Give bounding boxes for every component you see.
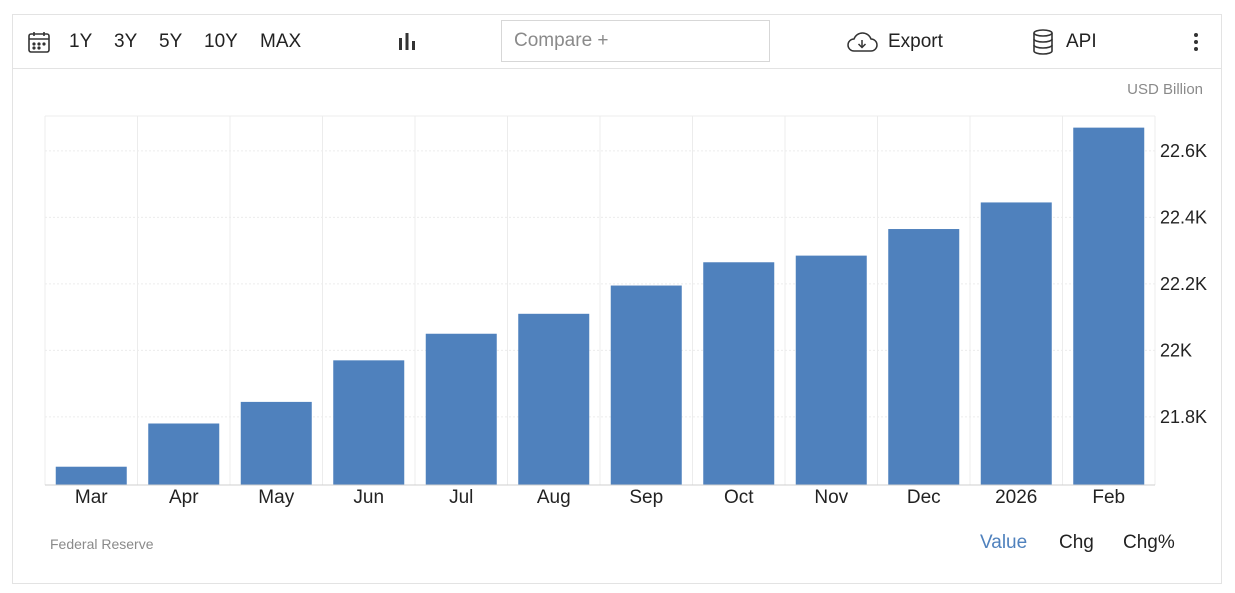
- x-tick-label: Jul: [449, 487, 473, 508]
- bar-jun: [333, 360, 405, 485]
- chg-percent-toggle[interactable]: Chg%: [1123, 532, 1175, 553]
- bar-may: [240, 401, 312, 485]
- x-tick-label: Oct: [724, 487, 754, 508]
- range-max-button[interactable]: MAX: [260, 31, 302, 52]
- y-tick-label: 22.6K: [1160, 141, 1207, 161]
- range-3y-button[interactable]: 3Y: [114, 31, 138, 52]
- y-tick-label: 22.2K: [1160, 274, 1207, 294]
- api-button[interactable]: API: [1032, 15, 1097, 69]
- bar-sep: [610, 285, 682, 485]
- chart-type-icon[interactable]: [397, 15, 417, 69]
- x-tick-label: Dec: [907, 487, 941, 508]
- more-options-icon[interactable]: [1193, 15, 1199, 69]
- x-tick-label: May: [258, 487, 294, 508]
- x-tick-label: Mar: [75, 487, 108, 508]
- x-tick-label: Jun: [353, 487, 384, 508]
- bar-oct: [703, 262, 775, 485]
- cloud-download-icon: [846, 31, 878, 53]
- database-icon: [1032, 29, 1054, 55]
- bar-feb: [1073, 127, 1145, 485]
- range-10y-button[interactable]: 10Y: [204, 31, 238, 52]
- toolbar: 1Y 3Y 5Y 10Y MAX Export: [13, 15, 1221, 69]
- x-tick-label: Apr: [169, 487, 199, 508]
- y-tick-label: 21.8K: [1160, 407, 1207, 427]
- y-tick-label: 22.4K: [1160, 207, 1207, 227]
- x-tick-label: Feb: [1092, 487, 1125, 508]
- api-label: API: [1066, 31, 1097, 52]
- bar-2026: [980, 202, 1052, 485]
- bar-jul: [425, 333, 497, 485]
- export-button[interactable]: Export: [846, 15, 943, 69]
- export-label: Export: [888, 31, 943, 52]
- bar-aug: [518, 313, 590, 485]
- bar-chart: 21.8K 22K 22.2K 22.4K 22.6K Mar Apr May Jun Jul Au…: [44, 115, 1207, 508]
- bar-nov: [795, 255, 867, 485]
- bar-dec: [888, 229, 960, 485]
- x-tick-label: 2026: [995, 487, 1037, 508]
- bar-apr: [148, 423, 220, 485]
- value-toggle[interactable]: Value: [980, 532, 1028, 553]
- y-tick-label: 22K: [1160, 340, 1192, 360]
- bar-mar: [55, 466, 127, 485]
- range-1y-button[interactable]: 1Y: [69, 31, 93, 52]
- x-tick-label: Nov: [814, 487, 848, 508]
- x-tick-label: Sep: [629, 487, 663, 508]
- chart-widget: 1Y 3Y 5Y 10Y MAX Export: [12, 14, 1222, 584]
- calendar-icon[interactable]: [27, 15, 51, 69]
- range-5y-button[interactable]: 5Y: [159, 31, 183, 52]
- source-label: Federal Reserve: [50, 536, 154, 552]
- unit-label: USD Billion: [1127, 81, 1203, 98]
- chg-toggle[interactable]: Chg: [1059, 532, 1094, 553]
- x-tick-label: Aug: [537, 487, 571, 508]
- compare-input[interactable]: [501, 20, 770, 62]
